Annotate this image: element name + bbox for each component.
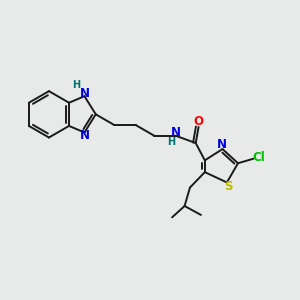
Text: S: S xyxy=(224,180,232,193)
Text: Cl: Cl xyxy=(253,151,266,164)
Text: N: N xyxy=(80,129,89,142)
Text: H: H xyxy=(72,80,80,90)
Text: N: N xyxy=(80,87,89,100)
Text: O: O xyxy=(194,115,204,128)
Text: H: H xyxy=(167,137,175,147)
Text: N: N xyxy=(171,126,181,139)
Text: N: N xyxy=(217,138,227,151)
